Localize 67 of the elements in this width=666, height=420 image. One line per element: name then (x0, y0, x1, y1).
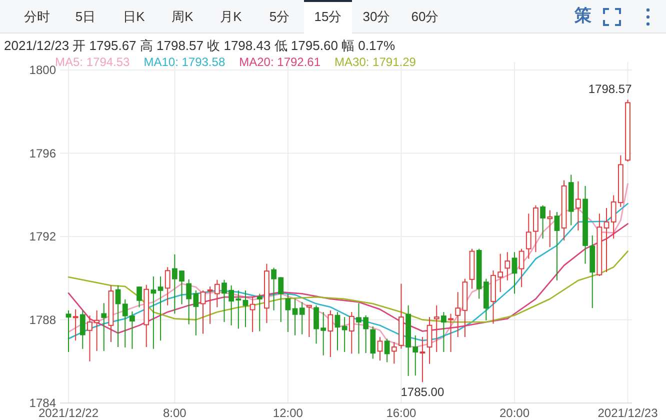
candlestick (391, 342, 397, 364)
text: 15分 (314, 9, 342, 24)
candlestick (426, 316, 432, 364)
y-tick-label: 1796 (29, 146, 56, 160)
x-tick-label: 12:00 (272, 406, 304, 420)
candlestick (299, 302, 305, 335)
candlestick (334, 312, 340, 351)
y-tick-label: 1788 (29, 312, 56, 327)
candlestick (66, 310, 72, 353)
candlestick (285, 293, 291, 333)
x-tick-label: 2021/12/23 (598, 406, 658, 420)
candlestick (164, 266, 170, 306)
text: 5日 (75, 9, 96, 24)
annotation: 1798.57 (588, 82, 632, 96)
candlestick (250, 296, 256, 333)
text: MA30: 1791.29 (334, 55, 416, 69)
chart-subtitle: 2021/12/23 开 1795.67 高 1798.57 收 1798.43 低 1795.60 幅 0.17% (4, 38, 396, 53)
y-tick-label: 1800 (29, 63, 56, 77)
candlestick (136, 286, 142, 308)
line-series (68, 250, 628, 323)
text: 周K (172, 9, 194, 24)
line-series (68, 223, 628, 334)
candlestick (604, 207, 610, 273)
candlestick (158, 276, 164, 342)
candlestick (200, 290, 206, 334)
candlestick (448, 313, 454, 353)
text: 30分 (362, 9, 390, 24)
candlestick (101, 302, 107, 352)
candlestick (292, 298, 298, 336)
x-tick-label: 20:00 (499, 406, 530, 420)
text: MA10: 1793.58 (144, 55, 226, 69)
candlestick (512, 252, 518, 294)
candlestick (504, 252, 510, 281)
x-tick-label: 8:00 (163, 406, 187, 420)
candlestick (576, 180, 581, 231)
candlestick (554, 211, 560, 281)
text: 月K (220, 9, 242, 24)
candlestick (242, 290, 248, 328)
candlestick (441, 312, 446, 353)
text: 日K (123, 9, 146, 24)
candlestick (384, 338, 390, 363)
annotation: 1785.00 (400, 385, 444, 400)
text: MA20: 1792.61 (239, 55, 321, 69)
candlestick (420, 336, 426, 383)
candlestick (150, 276, 156, 350)
line-series (68, 202, 628, 342)
x-tick-label: 16:00 (386, 406, 417, 420)
y-tick-label: 1792 (29, 230, 56, 244)
candlestick (72, 308, 78, 342)
candlestick (80, 310, 86, 350)
text: 分时 (24, 9, 50, 24)
candlestick (115, 284, 121, 348)
candlestick (306, 304, 312, 338)
text: MA5: 1794.53 (55, 55, 130, 69)
candlestick (328, 310, 334, 358)
candlestick (377, 336, 383, 362)
candlestick (256, 293, 262, 332)
candlestick (342, 316, 348, 353)
candlestick (540, 204, 546, 240)
candlestick (547, 210, 553, 248)
text: 60分 (411, 9, 439, 24)
candlestick (518, 248, 524, 288)
text: 5分 (269, 9, 290, 24)
text: 策 (574, 6, 592, 25)
candlestick (370, 326, 376, 360)
candlestick (434, 304, 440, 353)
candlestick (348, 312, 354, 354)
